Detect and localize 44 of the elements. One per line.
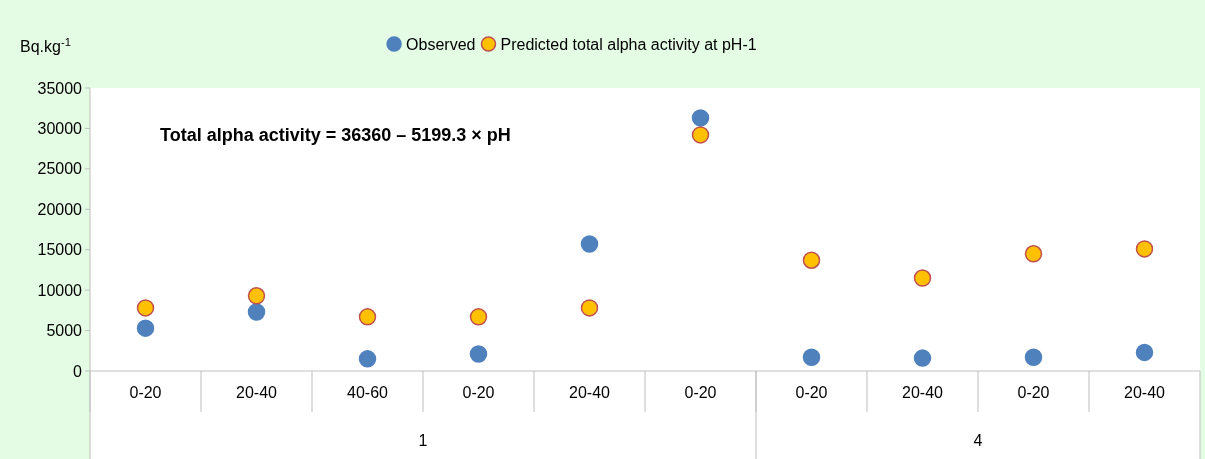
x-tick-label: 0-20 bbox=[795, 384, 828, 401]
x-tick-label: 0-20 bbox=[462, 384, 495, 401]
legend-label: Observed bbox=[406, 35, 476, 53]
text: 4 bbox=[973, 432, 983, 449]
y-tick-label: 0 bbox=[73, 362, 83, 380]
point bbox=[358, 350, 377, 368]
point bbox=[469, 345, 488, 363]
y-axis-title: Bq.kg$^{-1}$ bbox=[20, 36, 71, 55]
y-tick-label: 20000 bbox=[37, 200, 83, 218]
point bbox=[1024, 348, 1043, 366]
y-tick-label: 5000 bbox=[46, 322, 83, 340]
x-tick-label: 40-60 bbox=[347, 384, 389, 401]
point bbox=[580, 235, 599, 253]
point bbox=[469, 308, 488, 326]
annotation: Total alpha activity = 36360 – 5199.3 × pH bbox=[160, 125, 511, 145]
x-tick-label: 20-40 bbox=[236, 384, 278, 401]
x-tick-label: 0-20 bbox=[684, 384, 717, 401]
point bbox=[913, 349, 932, 367]
point bbox=[136, 319, 155, 337]
y-tick-label: 15000 bbox=[37, 241, 83, 259]
point bbox=[691, 109, 710, 127]
y-tick-label: 30000 bbox=[37, 120, 83, 138]
x-tick-label: 0-20 bbox=[1017, 384, 1050, 401]
y-tick-label: 35000 bbox=[37, 79, 83, 97]
y-tick-label: 10000 bbox=[37, 281, 83, 299]
point bbox=[1135, 343, 1154, 362]
x-tick-label: 0-20 bbox=[129, 384, 162, 401]
legend-label: Predicted total alpha activity at pH-1 bbox=[500, 35, 757, 53]
point bbox=[247, 287, 266, 305]
point bbox=[802, 348, 821, 366]
point bbox=[1135, 240, 1154, 258]
point bbox=[691, 126, 710, 144]
point bbox=[913, 269, 932, 287]
point bbox=[580, 299, 599, 317]
x-tick-label: 20-40 bbox=[902, 384, 944, 401]
point bbox=[802, 251, 821, 269]
point bbox=[358, 308, 377, 326]
x-tick-label: 20-40 bbox=[1124, 384, 1166, 401]
x-tick-label: 20-40 bbox=[569, 384, 611, 401]
point bbox=[136, 299, 155, 317]
point bbox=[247, 303, 266, 321]
point bbox=[1024, 245, 1043, 263]
y-tick-label: 25000 bbox=[37, 160, 83, 178]
text: 1 bbox=[418, 432, 428, 449]
